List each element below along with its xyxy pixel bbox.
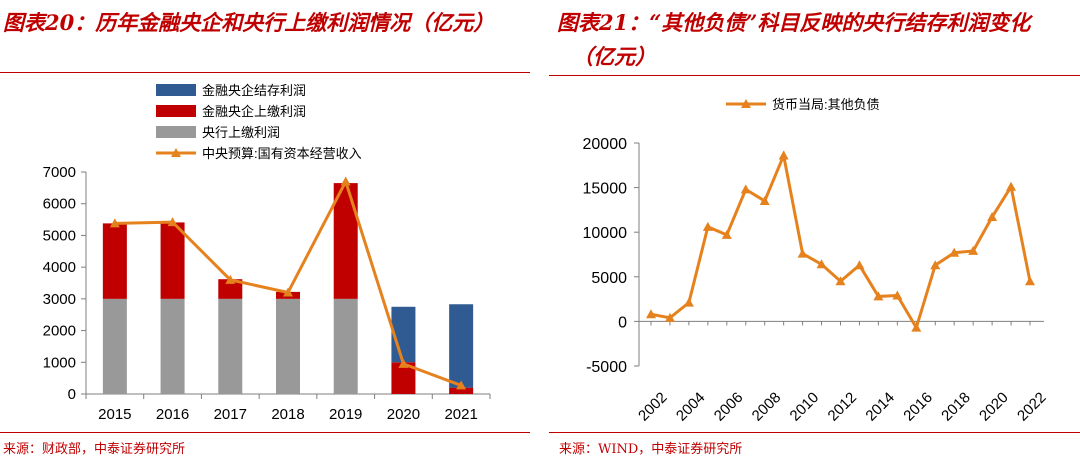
legend-swatch-marker [171,148,181,157]
line-point-2018 [949,247,960,257]
x-tick-label: 2012 [825,389,861,425]
left-source-rule [0,432,530,433]
line-point-2021 [1006,181,1017,191]
line-point-2002 [646,309,656,319]
x-tick-label: 2014 [862,389,898,425]
line-point-2020 [398,358,409,368]
x-tick-label: 2018 [271,406,304,423]
line-point-2013 [854,260,865,270]
x-tick-label: 2020 [387,406,420,423]
right-chart-title: 图表21：“其他负债”科目反映的央行结存利润变化 [557,10,1031,35]
left-title-rule [0,72,530,73]
line-point-2004 [683,297,694,307]
left-chart: 0 1000 2000 3000 4000 5000 6000 7000 2015 2016 201… [43,83,491,423]
line-point-2016 [911,322,922,332]
legend-swatch-0 [156,84,196,96]
line-point-2018 [283,287,293,297]
bar-2017 [218,279,243,299]
legend-swatch-1 [156,105,196,117]
y-tick-label: 0 [618,314,627,331]
x-tick-label: 2018 [938,389,974,425]
line-point-2015 [892,290,903,300]
x-tick-label: 2016 [156,406,189,423]
line-point-2015 [109,218,120,228]
line-point-2017 [930,260,941,270]
left-panel: 图表20：历年金融央企和央行上缴利润情况（亿元） 0 1000 2000 3000 40… [0,0,530,461]
x-tick-label: 2022 [1014,389,1050,425]
line-point-2007 [740,184,751,194]
y-tick-label: -5000 [586,359,627,376]
bar-2018 [276,298,300,394]
line-point-2017 [225,274,236,284]
bar-2021 [449,304,474,388]
y-tick-label: 5000 [591,270,627,287]
line-point-2006 [721,229,732,239]
legend-label-0: 金融央企结存利润 [202,83,306,98]
line-point-2016 [167,217,178,227]
left-chart-title: 图表20：历年金融央企和央行上缴利润情况（亿元） [3,10,495,35]
bar-2016 [160,298,185,394]
right-source-rule [549,432,1080,433]
x-tick-label: 2002 [635,389,671,425]
line-point-2010 [797,248,808,258]
legend-label-1: 金融央企上缴利润 [202,104,306,119]
line-point-2019 [968,245,979,255]
bar-2016 [160,222,185,299]
bar-2015 [102,298,127,394]
x-tick-label: 2010 [787,389,823,425]
line-point-2014 [873,291,884,301]
legend-swatch-marker [741,99,751,108]
line-point-2005 [702,221,713,231]
y-tick-label: 4000 [43,259,76,276]
x-tick-label: 2004 [673,389,709,425]
x-tick-label: 2021 [444,406,477,423]
line-point-2012 [835,276,846,286]
y-tick-label: 15000 [583,181,628,198]
legend-label-3: 中央预算:国有资本经营收入 [202,146,362,161]
y-tick-label: 7000 [43,164,76,181]
bar-2015 [102,223,127,299]
right-chart: -5000 0 5000 10000 15000 20000 2002 2004 2006 200… [583,97,1050,425]
line-point-2003 [664,312,675,322]
y-tick-label: 0 [68,386,76,403]
right-source-note: 来源：WIND，中泰证券研究所 [559,442,743,457]
y-tick-label: 5000 [43,227,76,244]
line-series-other-liabilities [650,150,1032,332]
y-tick-label: 3000 [43,291,76,308]
y-tick-label: 1000 [43,354,76,371]
legend-label: 货币当局:其他负债 [772,97,880,112]
line-point-2011 [816,259,827,269]
bar-2017 [218,298,243,394]
x-tick-label: 2006 [711,389,747,425]
y-tick-label: 6000 [43,196,76,213]
line-point-2019 [340,176,351,186]
x-tick-label: 2016 [900,389,936,425]
line-point-2009 [778,150,789,160]
x-tick-label: 2008 [749,389,785,425]
line-point-2008 [759,195,770,205]
x-tick-label: 2015 [98,406,131,423]
legend-label-2: 央行上缴利润 [202,125,280,140]
bar-2019 [333,298,358,394]
legend-swatch-2 [156,126,196,138]
bar-2021 [449,387,474,394]
y-tick-label: 10000 [583,225,628,242]
left-source-note: 来源：财政部，中泰证券研究所 [3,442,186,457]
y-tick-label: 2000 [43,323,76,340]
line-point-2020 [987,212,998,222]
x-tick-label: 2017 [214,406,247,423]
right-title-rule [549,75,1080,76]
y-tick-label: 20000 [583,136,628,153]
x-tick-label: 2019 [329,406,362,423]
line-point-2021 [456,380,467,390]
x-tick-label: 2020 [976,389,1012,425]
right-panel: 图表21：“其他负债”科目反映的央行结存利润变化 （亿元） -5000 0 5000… [549,0,1080,461]
right-chart-title-line2: （亿元） [572,44,656,69]
line-point-2022 [1025,276,1035,286]
